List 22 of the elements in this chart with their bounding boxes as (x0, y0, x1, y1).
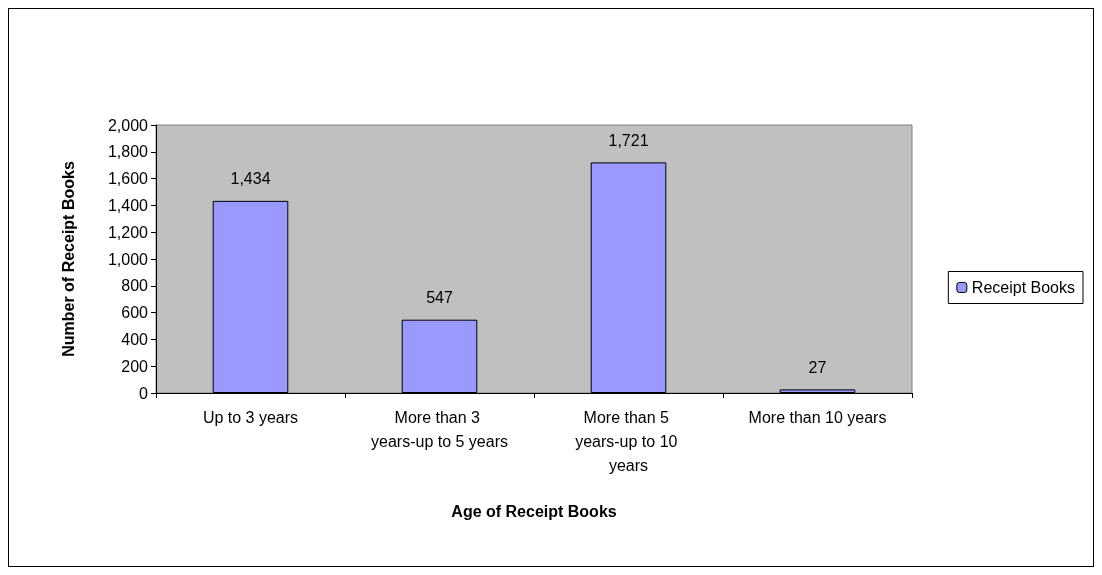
data-label: 547 (426, 289, 453, 307)
x-axis-title: Age of Receipt Books (451, 502, 617, 520)
y-tick-label: 1,800 (107, 143, 149, 161)
y-tick-label: 400 (121, 330, 149, 348)
y-tick-label: 1,400 (107, 196, 149, 214)
y-tick-label: 1,000 (107, 250, 149, 268)
x-tick-label: More than 3 years-up to 5 years (371, 408, 508, 450)
data-label: 1,434 (230, 170, 271, 188)
y-axis-title: Number of Receipt Books (59, 161, 77, 357)
x-tick-label: Up to 3 years (202, 408, 299, 426)
y-tick-label: 2,000 (107, 116, 149, 134)
y-tick-label: 800 (121, 277, 149, 295)
y-tick-label: 600 (121, 304, 149, 322)
data-label: 27 (808, 358, 827, 376)
legend-label: Receipt Books (971, 279, 1076, 296)
data-label: 1,721 (608, 131, 649, 149)
y-tick-label: 1,600 (107, 170, 149, 188)
x-tick-label: More than 10 years (748, 408, 887, 426)
y-tick-label: 200 (121, 357, 149, 375)
y-tick-label: 1,200 (107, 223, 149, 241)
y-tick-label: 0 (139, 384, 149, 402)
x-tick-label: More than 5 years-up to 10 years (575, 408, 682, 474)
